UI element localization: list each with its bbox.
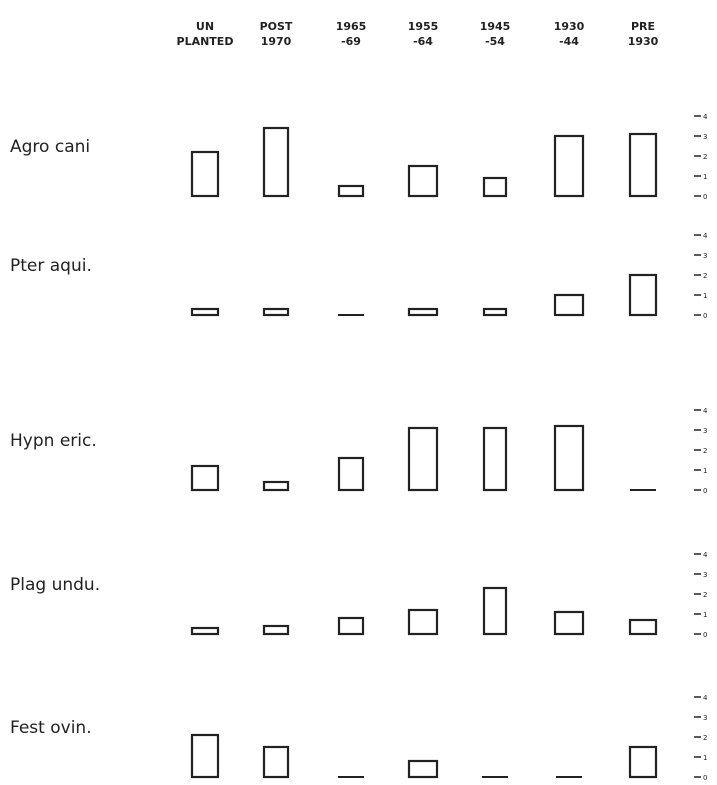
y-tick-label: 4: [703, 407, 708, 415]
y-tick-label: 2: [703, 734, 707, 742]
bar: [407, 608, 439, 636]
bar: [628, 618, 658, 636]
y-axis-scale: 0 1 2 3 4: [694, 407, 708, 495]
y-tick-label: 4: [703, 113, 708, 121]
column-header-label: POST: [260, 20, 293, 33]
species-label: Agro cani: [10, 137, 90, 157]
column-header-label: PRE: [631, 20, 655, 33]
y-tick-label: 3: [703, 252, 707, 260]
bar: [407, 164, 439, 198]
y-tick-label: 0: [703, 312, 707, 320]
bar: [262, 307, 290, 317]
y-tick-label: 4: [703, 232, 708, 240]
bar: [482, 307, 508, 317]
y-axis-scale: 0 1 2 3 4: [694, 232, 708, 320]
bar: [482, 426, 508, 492]
bar: [262, 624, 290, 636]
y-tick-label: 0: [703, 487, 707, 495]
bar: [628, 132, 658, 198]
column-header-label: UN: [196, 20, 214, 33]
bar: [190, 733, 220, 779]
column-header-label: PLANTED: [177, 35, 234, 48]
bar: [482, 586, 508, 636]
y-tick-label: 4: [703, 694, 708, 702]
y-tick-label: 1: [703, 611, 707, 619]
column-header-label: -44: [559, 35, 579, 48]
column-header-label: -54: [485, 35, 505, 48]
column-header-label: 1930: [554, 20, 585, 33]
bar: [407, 759, 439, 779]
bar: [628, 273, 658, 317]
y-tick-label: 1: [703, 292, 707, 300]
bar: [190, 307, 220, 317]
y-tick-label: 2: [703, 447, 707, 455]
bar: [262, 745, 290, 779]
column-header-label: 1970: [261, 35, 292, 48]
bar: [407, 426, 439, 492]
bar: [337, 456, 365, 492]
y-tick-label: 0: [703, 193, 707, 201]
y-tick-label: 1: [703, 754, 707, 762]
bar: [262, 480, 290, 492]
bar: [190, 626, 220, 636]
y-tick-label: 2: [703, 153, 707, 161]
species-panel: Plag undu. 0 1 2 3 4: [10, 551, 708, 639]
y-axis-scale: 0 1 2 3 4: [694, 694, 708, 782]
bar: [553, 293, 585, 317]
y-tick-label: 1: [703, 173, 707, 181]
y-tick-label: 0: [703, 631, 707, 639]
species-panel: Agro cani 0 1 2 3 4: [10, 113, 708, 201]
bar: [553, 424, 585, 492]
column-header-label: -69: [341, 35, 361, 48]
bar: [337, 616, 365, 636]
y-axis-scale: 0 1 2 3 4: [694, 113, 708, 201]
species-label: Pter aqui.: [10, 256, 92, 276]
bar: [407, 307, 439, 317]
bar: [190, 464, 220, 492]
y-tick-label: 3: [703, 133, 707, 141]
y-tick-label: 3: [703, 714, 707, 722]
column-header-label: 1945: [480, 20, 511, 33]
bar: [553, 134, 585, 198]
y-tick-label: 0: [703, 774, 707, 782]
y-tick-label: 2: [703, 591, 707, 599]
y-axis-scale: 0 1 2 3 4: [694, 551, 708, 639]
bar: [553, 610, 585, 636]
y-tick-label: 3: [703, 427, 707, 435]
y-tick-label: 3: [703, 571, 707, 579]
column-header-label: 1955: [408, 20, 439, 33]
column-headers: UN PLANTED POST 1970 1965 -69 1955 -64 1945 -54 19…: [177, 20, 659, 48]
column-header-label: 1965: [336, 20, 367, 33]
y-tick-label: 1: [703, 467, 707, 475]
species-panel: Pter aqui. 0 1 2 3 4: [10, 232, 708, 320]
species-label: Hypn eric.: [10, 431, 97, 451]
bar: [190, 150, 220, 198]
bar: [628, 745, 658, 779]
column-header-label: -64: [413, 35, 433, 48]
column-header-label: 1930: [628, 35, 659, 48]
species-label: Plag undu.: [10, 575, 100, 595]
species-panel: Hypn eric. 0 1 2 3 4: [10, 407, 708, 495]
y-tick-label: 4: [703, 551, 708, 559]
bar: [337, 184, 365, 198]
bar: [262, 126, 290, 198]
species-panels: Agro cani 0 1 2 3 4 Pter aqui. 0 1 2 3 4 Hypn eric. 0…: [10, 113, 708, 782]
species-label: Fest ovin.: [10, 718, 92, 738]
bar: [482, 176, 508, 198]
species-panel: Fest ovin. 0 1 2 3 4: [10, 694, 708, 782]
y-tick-label: 2: [703, 272, 707, 280]
